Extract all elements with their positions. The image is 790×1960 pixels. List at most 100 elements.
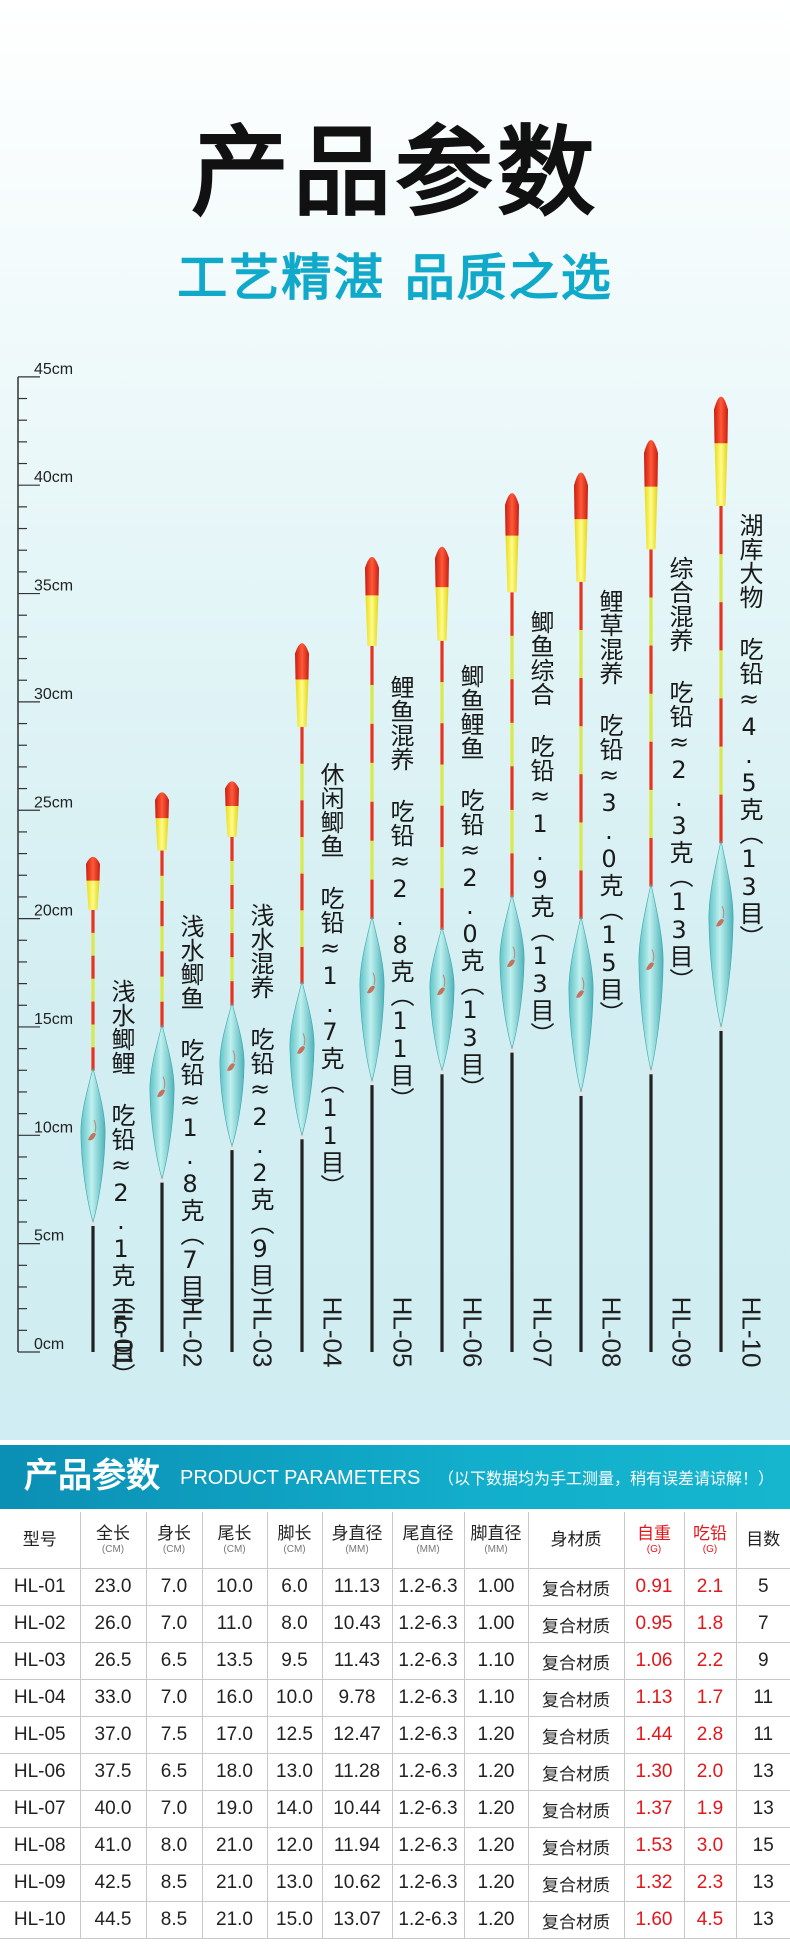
float-body-decor [576, 990, 584, 998]
float-tail-segment [510, 722, 514, 767]
table-cell: 40.0 [80, 1790, 147, 1828]
table-cell: 5 [736, 1568, 790, 1606]
spec-header-cell: 全长 (CM) [80, 1512, 147, 1569]
float-tail-segment [719, 554, 723, 603]
table-row: HL-06 37.5 6.5 18.0 13.0 11.28 1.2-6.3 1.20 复合材质… [0, 1753, 790, 1791]
float-tip-yellow [365, 594, 379, 646]
float-body [359, 916, 385, 1083]
table-cell: 7.5 [146, 1716, 203, 1754]
ruler-label: 40cm [34, 469, 73, 486]
float-tip-red [365, 557, 379, 596]
float-tail-segment [230, 860, 234, 886]
float-tail-segment [579, 774, 583, 823]
params-note: （以下数据均为手工测量，稍有误差请谅解！） [437, 1469, 774, 1488]
float-tail-segment [91, 1001, 95, 1025]
float-model-label: HL-07 [527, 1296, 558, 1368]
table-cell: 1.9 [684, 1790, 737, 1828]
float-tail-segment [300, 910, 304, 948]
table-cell: 10.0 [267, 1679, 323, 1717]
float-stem [370, 1081, 374, 1352]
spec-table: 型号 全长 (CM) 身长 (CM) 尾长 (CM) 脚长 (CM) 身直径 (MM) 尾直径 (MM)… [0, 1512, 790, 1939]
float-body-decor [651, 949, 655, 962]
float-body-decor [716, 918, 724, 927]
table-cell: 复合材质 [528, 1864, 625, 1902]
float-tip-red [644, 439, 658, 487]
table-cell: 10.0 [202, 1568, 268, 1606]
float-tip-yellow [574, 518, 588, 582]
params-header-band: 产品参数 PRODUCT PARAMETERS （以下数据均为手工测量，稍有误差… [0, 1445, 790, 1509]
table-cell: HL-02 [0, 1605, 81, 1643]
table-cell: 8.0 [267, 1605, 323, 1643]
float-tip-yellow [644, 485, 658, 550]
table-cell: 11.28 [322, 1753, 393, 1791]
float-tip-yellow [225, 805, 239, 837]
float-tail-segment [440, 888, 444, 930]
float-label: 浅水鲫鱼 吃铅≈1.8克（7目） [176, 913, 204, 1322]
float-tail-segment [370, 684, 374, 725]
float-tail-segment [510, 809, 514, 854]
float-model-label: HL-01 [108, 1296, 139, 1368]
float-tail-segment [579, 822, 583, 871]
ruler-label: 45cm [34, 361, 73, 378]
float-tip-red [574, 472, 588, 520]
float-tail-segment [719, 698, 723, 748]
float-tip-red [505, 493, 519, 536]
float-tail-segment [91, 932, 95, 957]
float-tail-segment [579, 629, 583, 679]
table-cell: 19.0 [202, 1790, 268, 1828]
float-tail-segment [510, 679, 514, 724]
float-model-label: HL-02 [177, 1296, 208, 1368]
table-cell: 10.62 [322, 1864, 393, 1902]
float-tip-yellow [155, 817, 169, 851]
float-label: 鲤草混养 吃铅≈3.0克（15目） [595, 588, 623, 1025]
float-stem [230, 1146, 234, 1352]
table-cell: 1.37 [624, 1790, 685, 1828]
float-tail-segment [649, 549, 653, 598]
table-cell: 9.78 [322, 1679, 393, 1717]
float-tail-segment [719, 602, 723, 651]
table-cell: 10.44 [322, 1790, 393, 1828]
table-cell: 2.8 [684, 1716, 737, 1754]
table-cell: 13.0 [267, 1753, 323, 1791]
spec-header-cell: 身长 (CM) [146, 1512, 203, 1569]
float-tail-segment [440, 846, 444, 889]
float-tail-segment [230, 885, 234, 910]
table-cell: 复合材质 [528, 1901, 625, 1939]
spec-header-cell: 脚直径 (MM) [464, 1512, 529, 1569]
table-cell: 7.0 [146, 1679, 203, 1717]
float-model-label: HL-08 [596, 1296, 627, 1368]
table-cell: 1.2-6.3 [392, 1642, 465, 1680]
float-tail-segment [370, 801, 374, 842]
float-tip-red [435, 546, 449, 588]
table-cell: 7.0 [146, 1605, 203, 1643]
float-body [499, 893, 525, 1050]
float-tail-segment [510, 592, 514, 637]
table-cell: 4.5 [684, 1901, 737, 1939]
table-cell: 1.8 [684, 1605, 737, 1643]
ruler-label: 10cm [34, 1119, 73, 1136]
float-tail-segment [91, 955, 95, 980]
table-cell: HL-08 [0, 1827, 81, 1865]
table-cell: 11 [736, 1679, 790, 1717]
float-body [149, 1023, 175, 1180]
table-cell: 13 [736, 1901, 790, 1939]
table-cell: 0.95 [624, 1605, 685, 1643]
float-hl-06 [429, 546, 455, 1352]
table-cell: 1.2-6.3 [392, 1901, 465, 1939]
table-row: HL-07 40.0 7.0 19.0 14.0 10.44 1.2-6.3 1.20 复合材质… [0, 1790, 790, 1828]
float-hl-01 [80, 856, 106, 1352]
float-stem [510, 1048, 514, 1352]
float-tip-yellow [295, 678, 309, 728]
float-tail-segment [230, 909, 234, 934]
ruler-label: 30cm [34, 686, 73, 703]
table-cell: 1.20 [464, 1753, 529, 1791]
ruler-label: 35cm [34, 578, 73, 595]
table-cell: 17.0 [202, 1716, 268, 1754]
table-cell: 6.0 [267, 1568, 323, 1606]
spec-header-cell: 吃铅 (G) [684, 1512, 737, 1569]
table-cell: 15 [736, 1827, 790, 1865]
table-cell: HL-03 [0, 1642, 81, 1680]
float-body-decor [646, 962, 654, 970]
spec-header-cell: 身材质 [528, 1512, 625, 1569]
ruler-label: 0cm [34, 1336, 64, 1353]
